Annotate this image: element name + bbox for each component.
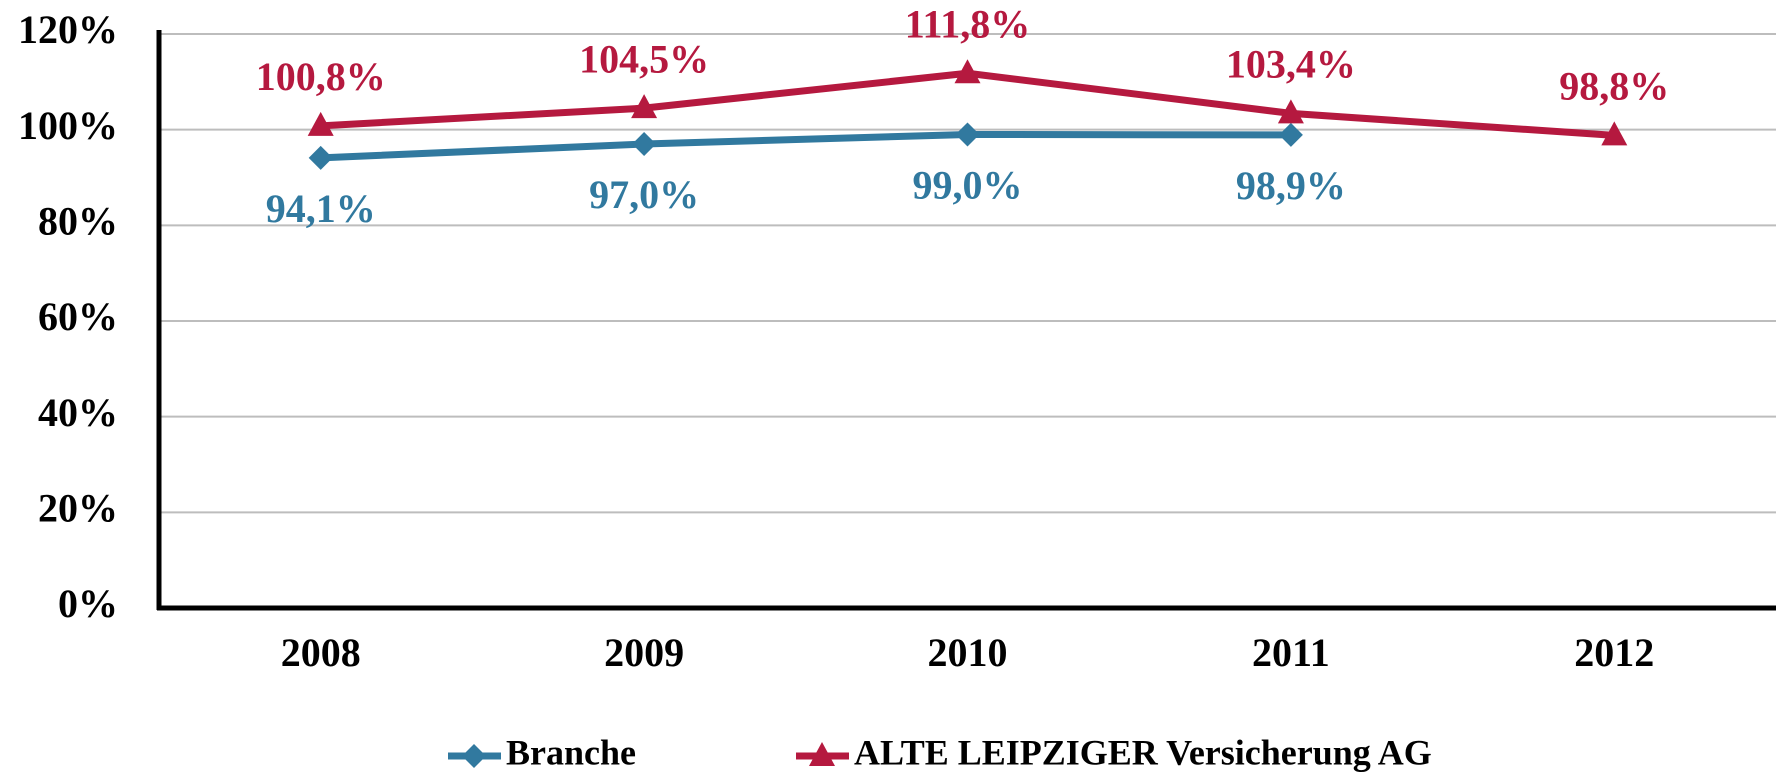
y-tick-label: 100% <box>18 103 118 148</box>
y-tick-label: 40% <box>38 390 118 435</box>
x-tick-label: 2011 <box>1252 630 1330 675</box>
x-tick-label: 2008 <box>281 630 361 675</box>
marker <box>809 742 835 766</box>
data-label: 99,0% <box>913 163 1023 208</box>
legend-label: ALTE LEIPZIGER Versicherung AG <box>854 732 1432 772</box>
data-label: 103,4% <box>1226 42 1356 87</box>
y-tick-label: 120% <box>18 7 118 52</box>
legend-label: Branche <box>506 732 636 772</box>
data-label: 100,8% <box>256 54 386 99</box>
marker <box>307 111 334 136</box>
marker <box>308 145 333 170</box>
marker <box>462 744 486 768</box>
data-label: 97,0% <box>589 172 699 217</box>
marker <box>631 94 658 119</box>
y-tick-label: 0% <box>58 581 118 626</box>
marker <box>1601 121 1628 146</box>
x-tick-label: 2012 <box>1574 630 1654 675</box>
x-tick-label: 2009 <box>604 630 684 675</box>
marker <box>632 132 657 157</box>
marker <box>955 122 980 147</box>
x-tick-label: 2010 <box>928 630 1008 675</box>
data-label: 98,9% <box>1236 163 1346 208</box>
data-label: 94,1% <box>266 186 376 231</box>
data-label: 98,8% <box>1559 64 1669 109</box>
marker <box>954 59 981 84</box>
data-label: 104,5% <box>579 36 709 81</box>
data-label: 111,8% <box>905 1 1031 46</box>
marker <box>1277 99 1304 124</box>
y-tick-label: 20% <box>38 486 118 531</box>
series-line <box>320 130 1291 162</box>
y-tick-label: 80% <box>38 199 118 244</box>
y-tick-label: 60% <box>38 294 118 339</box>
marker <box>1278 122 1303 147</box>
